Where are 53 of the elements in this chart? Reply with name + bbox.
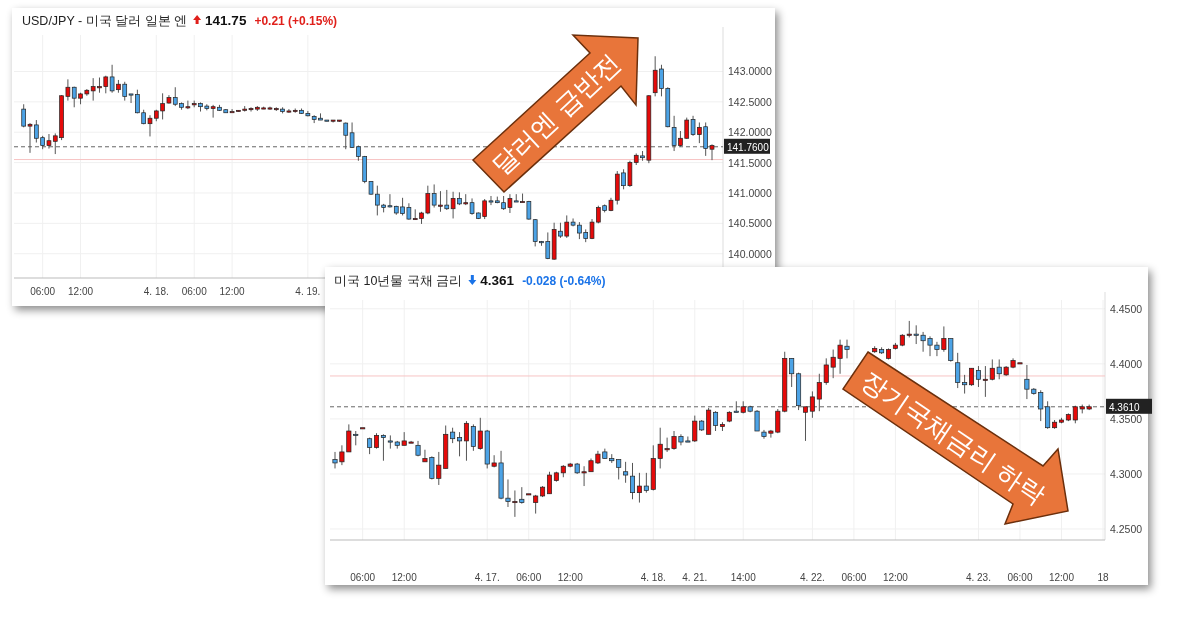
- candlestick: [962, 374, 968, 395]
- y-tick-label: 141.5000: [728, 156, 772, 169]
- ref-line-label: 141.7600: [727, 141, 770, 153]
- candlestick: [463, 420, 469, 462]
- chart-title: 미국 10년물 국채 금리: [334, 274, 463, 288]
- x-tick-label: 06:00: [181, 286, 208, 297]
- x-tick-label: 4. 22.: [799, 572, 825, 583]
- x-tick-label: 12:00: [219, 286, 246, 297]
- x-tick-label: 06:00: [30, 286, 56, 297]
- annotation: -0.028 (-0.64%): [522, 274, 606, 288]
- x-tick-label: 4. 18.: [640, 572, 666, 583]
- chart-subtitle: 4.361: [480, 273, 515, 288]
- x-tick-label: 4. 19.: [295, 286, 321, 297]
- x-tick-label: 18: [1097, 572, 1109, 583]
- candlestick: [623, 461, 629, 484]
- candlestick: [809, 390, 815, 419]
- x-tick-label: 12:00: [882, 572, 909, 583]
- y-tick-label: 4.4000: [1110, 357, 1143, 370]
- x-tick-label: 4. 21.: [682, 572, 708, 583]
- x-tick-label: 12:00: [557, 572, 584, 583]
- y-tick-label: 142.0000: [728, 126, 772, 139]
- y-tick-label: 4.3000: [1110, 467, 1143, 480]
- ref-line-label: 4.3610: [1109, 401, 1141, 413]
- x-tick-label: 12:00: [391, 572, 418, 583]
- candlestick: [636, 472, 642, 504]
- x-tick-label: 06:00: [350, 572, 376, 583]
- x-tick-label: 06:00: [516, 572, 542, 583]
- y-tick-label: 4.2500: [1110, 522, 1143, 535]
- x-tick-label: 14:00: [730, 572, 757, 583]
- y-tick-label: 4.3500: [1110, 412, 1143, 425]
- y-tick-label: 143.0000: [728, 65, 772, 78]
- chart-subtitle: 141.75: [205, 13, 247, 28]
- candlestick: [713, 410, 719, 432]
- x-tick-label: 4. 23.: [965, 572, 991, 583]
- candlestick: [802, 406, 808, 442]
- candlestick: [630, 462, 636, 500]
- candlestick: [457, 431, 463, 457]
- chart-title: USD/JPY - 미국 달러 일본 엔: [22, 14, 188, 28]
- y-tick-label: 141.0000: [728, 186, 772, 199]
- x-tick-label: 12:00: [68, 286, 94, 297]
- x-tick-label: 4. 18.: [143, 286, 169, 297]
- x-tick-label: 06:00: [1007, 572, 1033, 583]
- x-tick-label: 4. 17.: [474, 572, 500, 583]
- y-tick-label: 140.5000: [728, 217, 772, 230]
- candlestick: [546, 471, 552, 495]
- text: +0.21 (+0.15%): [254, 14, 338, 28]
- x-tick-label: 06:00: [841, 572, 867, 583]
- candlestick: [470, 423, 476, 452]
- candlestick: [380, 433, 386, 462]
- y-tick-label: 142.5000: [728, 95, 772, 108]
- x-tick-label: 12:00: [1048, 572, 1075, 583]
- y-tick-label: 140.0000: [728, 247, 772, 260]
- y-tick-label: 4.4500: [1110, 302, 1143, 315]
